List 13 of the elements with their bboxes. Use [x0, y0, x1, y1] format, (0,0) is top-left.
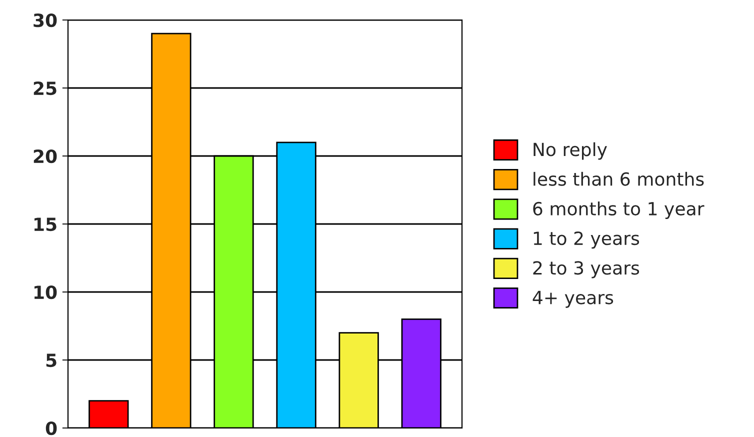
y-tick-label: 25: [34, 81, 56, 96]
legend-label: 4+ years: [532, 290, 614, 308]
y-tick-label: 0: [46, 421, 57, 436]
y-tick-label: 5: [46, 354, 56, 368]
legend-label: 6 months to 1 year: [533, 202, 704, 219]
legend-label: No reply: [534, 142, 607, 160]
legend-label: 2 to 3 years: [533, 261, 640, 278]
y-tick-label: 15: [34, 218, 56, 232]
legend-label: less than 6 months: [534, 172, 704, 186]
y-tick-label: 10: [34, 285, 57, 300]
y-tick-label: 20: [34, 149, 57, 164]
legend-label: 1 to 2 years: [534, 231, 640, 249]
y-tick-label: 30: [34, 13, 57, 28]
